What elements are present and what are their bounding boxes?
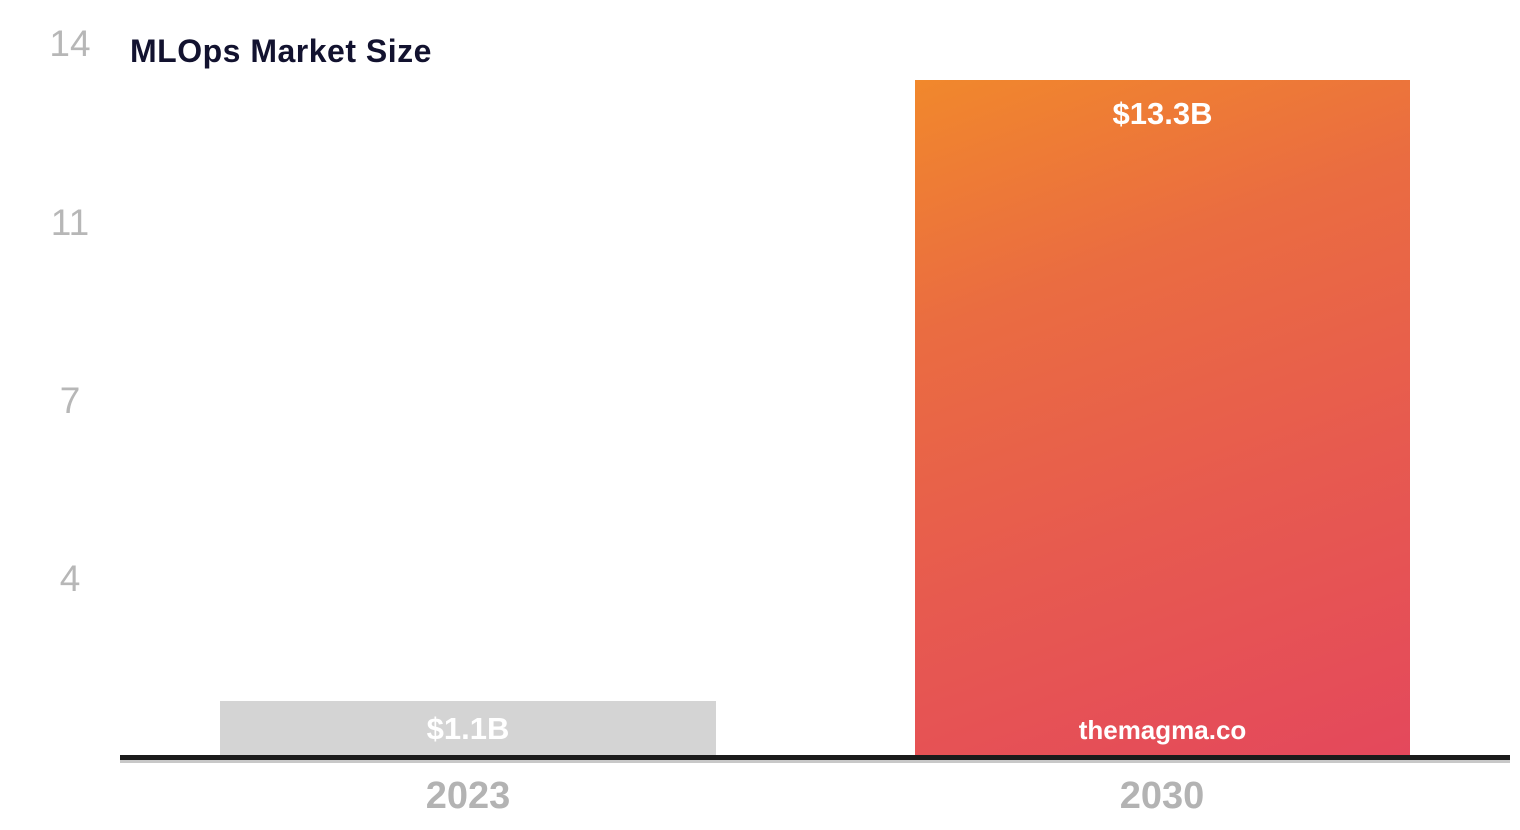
- chart-title: MLOps Market Size: [130, 33, 432, 69]
- y-axis-tick-label: 7: [59, 379, 81, 421]
- y-axis-tick-label: 4: [59, 557, 81, 599]
- bar-value-label: $1.1B: [426, 711, 510, 746]
- watermark-text: themagma.co: [1078, 715, 1247, 745]
- bar-value-label: $13.3B: [1112, 96, 1213, 131]
- y-axis-tick-label: 14: [49, 23, 91, 65]
- y-axis-tick-label: 11: [50, 201, 90, 243]
- bar-2030: $13.3B themagma.co: [915, 80, 1410, 757]
- x-axis-line: [120, 755, 1510, 760]
- bar-2023: $1.1B: [220, 701, 716, 757]
- x-axis-label-2030: 2030: [1119, 775, 1205, 817]
- x-axis-label-2023: 2023: [425, 775, 511, 817]
